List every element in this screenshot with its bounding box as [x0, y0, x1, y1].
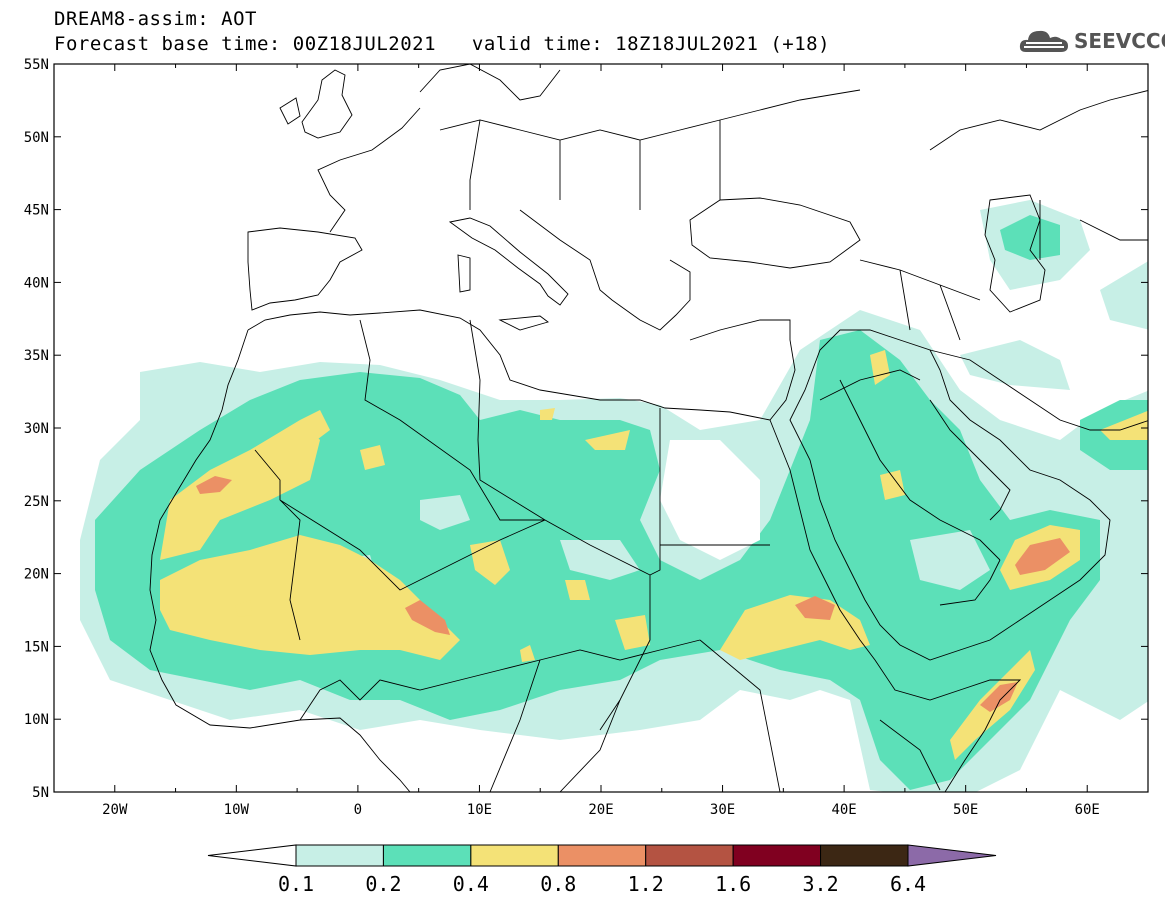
- colorbar-level-label: 1.2: [628, 872, 664, 896]
- colorbar-level-label: 0.2: [365, 872, 401, 896]
- cloud-icon: [1019, 30, 1068, 52]
- latitude-axis: 5N 10N 15N 20N 25N 30N 35N 40N 45N 50N 55N: [24, 57, 1148, 801]
- time-info: Forecast base time: 00Z18JUL2021 valid t…: [54, 33, 830, 55]
- lat-tick-label: 30N: [24, 421, 49, 437]
- lat-tick-label: 40N: [24, 275, 49, 291]
- lon-tick-label: 10E: [467, 802, 492, 818]
- colorbar-box: [382, 844, 472, 867]
- coastlines-borders: [149, 64, 1148, 792]
- colorbar-box: [295, 844, 384, 867]
- logo-text: SEEVCCC: [1074, 29, 1165, 53]
- colorbar-box: [732, 844, 822, 867]
- lon-tick-label: 30E: [710, 802, 735, 818]
- longitude-axis: 20W 10W 0 10E 20E 30E 40E 50E 60E: [53, 64, 1149, 818]
- valid-time: valid time: 18Z18JUL2021 (+18): [471, 33, 831, 55]
- lon-tick-label: 0: [354, 802, 362, 818]
- lon-tick-label: 20E: [588, 802, 613, 818]
- lat-tick-label: 55N: [24, 57, 49, 73]
- lon-tick-label: 20W: [102, 802, 128, 818]
- lon-tick-label: 10W: [224, 802, 250, 818]
- lon-tick-label: 40E: [831, 802, 856, 818]
- colorbar-over-triangle: [907, 844, 997, 867]
- lat-tick-label: 5N: [32, 785, 49, 801]
- base-time: Forecast base time: 00Z18JUL2021: [54, 33, 437, 55]
- colorbar-level-label: 0.4: [453, 872, 489, 896]
- colorbar-under-triangle: [207, 844, 297, 867]
- colorbar-box: [820, 844, 909, 867]
- lat-tick-label: 10N: [24, 712, 49, 728]
- colorbar-level-label: 1.6: [715, 872, 751, 896]
- colorbar-box: [470, 844, 559, 867]
- lat-tick-label: 15N: [24, 639, 49, 655]
- colorbar-level-label: 0.1: [278, 872, 314, 896]
- map-title: DREAM8-assim: AOT: [54, 8, 257, 30]
- colorbar-box: [557, 844, 647, 867]
- lat-tick-label: 25N: [24, 494, 49, 510]
- lon-tick-label: 50E: [953, 802, 978, 818]
- colorbar-legend: 0.1 0.2 0.4 0.8 1.2 1.6 3.2 6.4: [207, 844, 997, 896]
- colorbar-level-label: 6.4: [890, 872, 926, 896]
- aot-fields: [80, 200, 1148, 792]
- colorbar-level-label: 0.8: [540, 872, 576, 896]
- lat-tick-label: 35N: [24, 348, 49, 364]
- colorbar-box: [645, 844, 734, 867]
- lon-tick-label: 60E: [1075, 802, 1100, 818]
- seevccc-logo: SEEVCCC: [1018, 26, 1165, 56]
- lat-tick-label: 45N: [24, 203, 49, 219]
- lat-tick-label: 20N: [24, 567, 49, 583]
- lat-tick-label: 50N: [24, 130, 49, 146]
- colorbar-level-label: 3.2: [803, 872, 839, 896]
